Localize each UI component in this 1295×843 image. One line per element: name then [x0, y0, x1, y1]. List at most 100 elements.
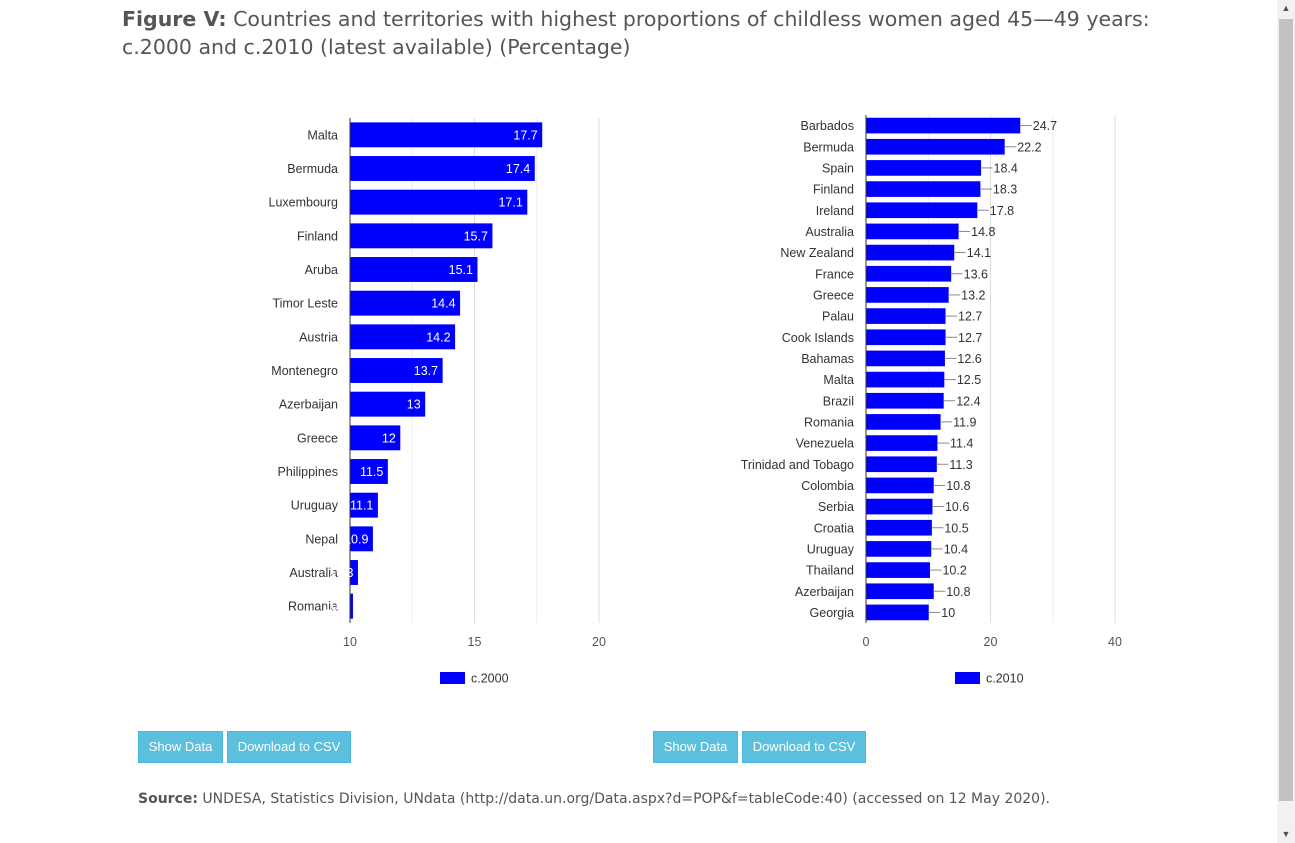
- legend-swatch[interactable]: [955, 672, 980, 684]
- legend-label[interactable]: c.2010: [986, 672, 1024, 686]
- source-label: Source:: [138, 791, 198, 807]
- legend-swatch[interactable]: [440, 672, 465, 684]
- bar-value-label: 17.7: [513, 128, 537, 142]
- bar-value-label: 10.6: [945, 500, 969, 514]
- bar[interactable]: [350, 425, 401, 451]
- category-label: Finland: [813, 183, 854, 197]
- bar[interactable]: [350, 324, 456, 350]
- bar[interactable]: [350, 459, 388, 484]
- category-label: Bahamas: [801, 352, 854, 366]
- scroll-up-icon[interactable]: ▲: [1281, 3, 1291, 13]
- category-label: Venezuela: [796, 437, 854, 451]
- bar-value-label: 13.6: [964, 267, 988, 281]
- show-data-button-left[interactable]: Show Data: [138, 731, 223, 763]
- bar[interactable]: [866, 181, 981, 197]
- x-tick-label: 40: [1108, 635, 1122, 649]
- bar[interactable]: [866, 138, 1005, 155]
- legend-label[interactable]: c.2000: [471, 672, 509, 686]
- figure-label: Figure V:: [122, 7, 227, 31]
- bar-value-label: 12: [382, 431, 396, 445]
- category-label: Palau: [822, 310, 854, 324]
- download-csv-button-left[interactable]: Download to CSV: [227, 731, 351, 763]
- bar[interactable]: [350, 358, 443, 383]
- show-data-button-right[interactable]: Show Data: [653, 731, 738, 763]
- bar[interactable]: [866, 160, 982, 176]
- bar[interactable]: [866, 265, 952, 282]
- bar[interactable]: [866, 477, 934, 494]
- bar[interactable]: [350, 257, 478, 282]
- bar[interactable]: [350, 156, 535, 181]
- bar-value-label: 10.4: [944, 542, 968, 556]
- category-label: Montenegro: [271, 364, 338, 378]
- category-label: Malta: [307, 128, 338, 142]
- bar-value-label: 14.4: [431, 297, 455, 311]
- source-text: UNDESA, Statistics Division, UNdata (htt…: [197, 791, 1050, 807]
- bar[interactable]: [350, 290, 461, 316]
- bar[interactable]: [866, 202, 978, 219]
- category-label: Bermuda: [287, 162, 338, 176]
- bar-value-label: 17.4: [506, 162, 530, 176]
- category-label: Nepal: [305, 532, 338, 546]
- category-label: Uruguay: [291, 499, 339, 513]
- bar[interactable]: [866, 414, 941, 430]
- bar-value-label: 13.2: [961, 288, 985, 302]
- scrollbar-thumb[interactable]: [1279, 19, 1293, 801]
- bar[interactable]: [866, 371, 945, 388]
- scroll-down-icon[interactable]: ▼: [1281, 829, 1291, 839]
- vertical-scrollbar[interactable]: ▲ ▼: [1277, 0, 1295, 843]
- bar[interactable]: [866, 583, 934, 600]
- bar[interactable]: [350, 223, 493, 249]
- bar[interactable]: [866, 519, 932, 536]
- bar[interactable]: [866, 287, 949, 303]
- bar-value-label: 15.1: [449, 263, 473, 277]
- category-label: Uruguay: [807, 542, 855, 556]
- bar-value-label: 18.3: [993, 183, 1017, 197]
- category-label: Croatia: [814, 521, 854, 535]
- bar-value-label: 11.4: [950, 437, 973, 451]
- bar[interactable]: [866, 308, 946, 324]
- bar-value-label: 12.6: [957, 352, 981, 366]
- chart-c2000: 10 15 20 Malta 17.7 Bermuda 17.4 Luxembourg 17.1…: [250, 100, 650, 700]
- bar[interactable]: [866, 435, 938, 451]
- bar-value-label: 17.1: [498, 196, 522, 210]
- bar-value-label: 11.3: [949, 458, 972, 472]
- bar[interactable]: [866, 223, 959, 240]
- bar[interactable]: [866, 350, 945, 367]
- bar-value-label: 14.1: [967, 246, 991, 260]
- bar-value-label: 12.7: [958, 310, 982, 324]
- chart-c2010: 0 20 40 Barbados 24.7 Bermuda 22.2 Spain 18.4 Fin…: [730, 100, 1150, 700]
- bar[interactable]: [866, 117, 1021, 134]
- bar[interactable]: [866, 541, 932, 557]
- bar[interactable]: [350, 560, 358, 585]
- category-label: Romania: [804, 415, 854, 429]
- category-label: Greece: [297, 431, 338, 445]
- bar[interactable]: [350, 593, 353, 619]
- bar-value-label: 10.3: [329, 566, 353, 580]
- category-label: Bermuda: [803, 140, 854, 154]
- bar[interactable]: [350, 492, 378, 518]
- bar[interactable]: [350, 391, 426, 417]
- bar[interactable]: [866, 244, 955, 261]
- x-tick-label: 20: [984, 635, 998, 649]
- category-label: Cook Islands: [782, 331, 854, 345]
- bar[interactable]: [350, 189, 528, 215]
- download-csv-button-right[interactable]: Download to CSV: [742, 731, 866, 763]
- bar[interactable]: [866, 329, 946, 346]
- bar[interactable]: [350, 122, 543, 148]
- bar-value-label: 10.8: [946, 479, 970, 493]
- bar-value-label: 10.1: [324, 600, 348, 614]
- bar[interactable]: [866, 392, 944, 409]
- bar-value-label: 13: [407, 398, 421, 412]
- bar[interactable]: [350, 526, 373, 552]
- bar-value-label: 12.5: [957, 373, 981, 387]
- bar[interactable]: [866, 604, 929, 621]
- category-label: France: [815, 267, 854, 281]
- bar[interactable]: [866, 456, 937, 473]
- bar-value-label: 12.7: [958, 331, 982, 345]
- bar-value-label: 10.9: [344, 532, 368, 546]
- category-label: Greece: [813, 288, 854, 302]
- category-label: Australia: [805, 225, 854, 239]
- bar[interactable]: [866, 498, 933, 515]
- bar-value-label: 17.8: [990, 204, 1014, 218]
- bar[interactable]: [866, 562, 930, 578]
